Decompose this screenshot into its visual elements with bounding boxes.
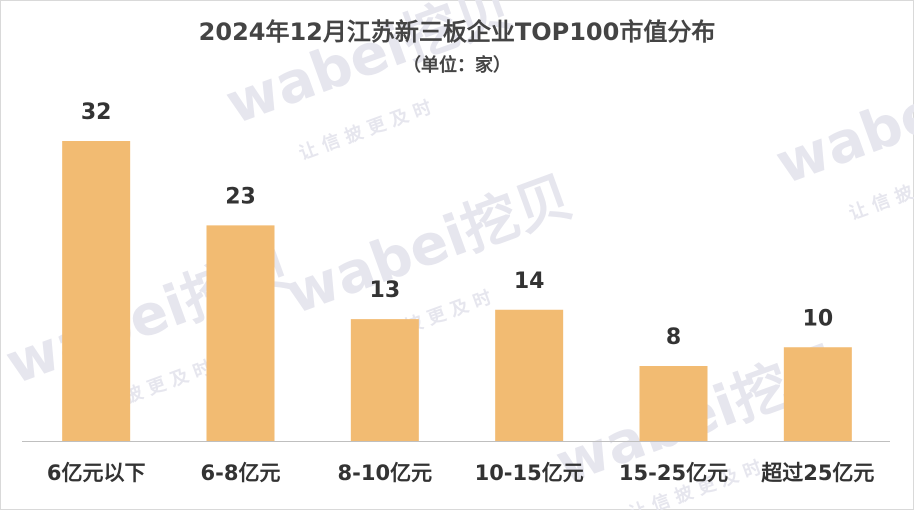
x-tick-label: 15-25亿元 bbox=[619, 461, 728, 485]
bar bbox=[639, 366, 708, 441]
x-tick-label: 10-15亿元 bbox=[475, 461, 584, 485]
x-tick-label: 6-8亿元 bbox=[201, 461, 281, 485]
bar bbox=[206, 225, 275, 441]
bar bbox=[62, 141, 131, 441]
value-label: 8 bbox=[666, 325, 681, 350]
value-label: 10 bbox=[803, 306, 834, 331]
x-tick-label: 超过25亿元 bbox=[761, 461, 874, 485]
x-tick-label: 6亿元以下 bbox=[47, 461, 146, 485]
chart-subtitle: （单位：家） bbox=[403, 54, 511, 76]
bar bbox=[783, 347, 852, 441]
value-label: 23 bbox=[225, 184, 256, 209]
value-label: 13 bbox=[370, 278, 401, 303]
bar bbox=[350, 319, 419, 441]
value-label: 14 bbox=[514, 269, 545, 294]
chart-title: 2024年12月江苏新三板企业TOP100市值分布 bbox=[199, 18, 716, 46]
x-tick-label: 8-10亿元 bbox=[338, 461, 433, 485]
bar bbox=[495, 309, 564, 441]
value-label: 32 bbox=[81, 100, 112, 125]
